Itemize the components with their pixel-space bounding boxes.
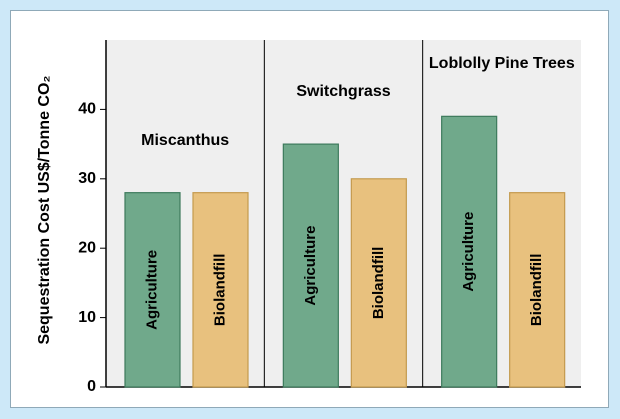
bar-series-label: Agriculture — [460, 212, 477, 292]
bar — [282, 143, 339, 388]
y-tick-label: 20 — [78, 239, 96, 256]
bar-series-label: Agriculture — [302, 226, 319, 306]
category-label: Switchgrass — [296, 83, 391, 101]
bar — [124, 192, 181, 388]
bar-series-label: Biolandfill — [528, 254, 545, 327]
bar — [509, 192, 566, 388]
y-tick-label: 10 — [78, 309, 96, 326]
y-tick-label: 40 — [78, 101, 96, 118]
bar — [350, 178, 407, 388]
category-label-box: Miscanthus — [141, 131, 230, 149]
y-tick-label: 30 — [78, 170, 96, 187]
plot-area — [106, 40, 581, 387]
y-axis-label: Sequestration Cost US$/Tonne CO₂ — [36, 75, 53, 344]
bar-series-label: Biolandfill — [211, 254, 228, 327]
bar — [192, 192, 249, 388]
category-label-box: Loblolly Pine Trees — [428, 55, 575, 73]
category-label-box: Switchgrass — [296, 83, 391, 101]
category-label: Miscanthus — [141, 131, 230, 149]
y-tick-label: 0 — [87, 378, 96, 395]
category-label: Loblolly Pine Trees — [428, 55, 575, 73]
bar-series-label: Agriculture — [143, 250, 160, 330]
bar-series-label: Biolandfill — [370, 247, 387, 320]
bar — [441, 115, 498, 388]
